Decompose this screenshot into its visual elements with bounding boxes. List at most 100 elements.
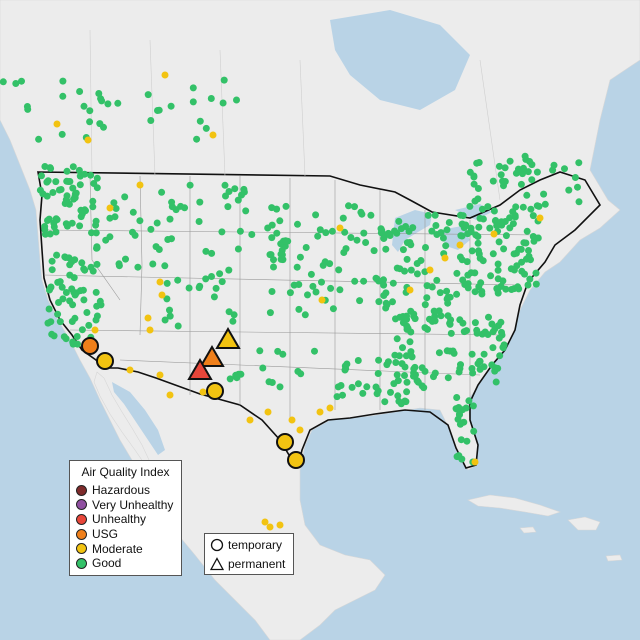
good-marker [168,198,176,206]
good-marker [502,232,510,240]
good-marker [155,106,163,114]
good-marker [474,239,482,247]
good-marker [351,203,358,211]
good-marker [484,331,492,338]
good-marker [266,251,274,259]
good-marker [149,260,157,268]
good-marker [75,166,83,174]
good-marker [497,171,505,179]
moderate-temporary-marker[interactable] [96,352,114,370]
legend-label: Unhealthy [92,512,147,527]
good-marker [110,199,118,207]
good-marker [411,315,419,323]
moderate-temporary-marker[interactable] [287,451,305,469]
good-marker [383,301,391,309]
good-marker [301,311,309,319]
moderate-permanent-marker[interactable] [215,327,241,349]
good-marker [447,329,455,337]
legend-row-moderate: Moderate [70,541,181,556]
good-marker [455,411,463,418]
jamaica [519,526,537,534]
good-marker [282,237,290,245]
good-marker [189,84,197,92]
good-marker [90,180,98,187]
good-marker [50,332,58,340]
good-marker [490,207,498,215]
good-marker [78,259,86,267]
good-marker [499,277,507,285]
good-marker [44,177,52,185]
good-marker [168,235,175,243]
good-marker [389,298,396,306]
good-marker [444,374,452,382]
legend-label: Very Unhealthy [92,497,174,512]
good-marker [381,398,389,406]
good-marker [59,92,67,100]
good-marker [294,367,302,375]
good-marker [443,226,451,234]
good-marker [265,378,273,386]
good-marker [468,350,476,358]
moderate-marker [336,224,344,232]
good-marker [394,392,402,400]
good-marker [220,76,228,84]
good-marker [122,255,129,263]
good-marker [399,246,407,254]
good-marker [153,219,161,227]
triangle-icon [210,557,224,571]
moderate-marker [288,416,296,424]
good-marker [71,291,79,299]
good-marker [76,222,84,230]
good-marker [456,316,464,324]
good-marker [193,135,201,143]
good-marker [80,102,88,110]
good-marker [519,203,527,211]
good-marker [468,247,476,255]
moderate-marker [156,371,164,379]
good-marker [469,402,477,410]
moderate-marker [136,181,144,189]
good-marker [392,359,400,366]
usg-permanent-marker[interactable] [199,345,225,367]
good-marker [393,371,401,379]
moderate-marker [199,388,207,396]
good-marker [277,255,285,263]
good-swatch-icon [76,557,87,569]
good-marker [575,198,583,206]
good-marker [470,427,478,435]
good-marker [532,280,540,288]
good-marker [475,283,483,291]
good-marker [233,374,241,382]
good-marker [470,173,478,181]
good-marker [212,284,220,292]
moderate-temporary-marker[interactable] [206,382,224,400]
good-marker [421,324,429,332]
good-marker [423,294,431,302]
good-marker [494,266,502,274]
good-marker [421,301,429,309]
good-marker [48,257,56,265]
good-marker [276,383,284,391]
good-marker [196,117,204,125]
good-marker [219,99,227,107]
good-marker [319,261,327,269]
good-marker [533,168,541,176]
moderate-marker [296,426,304,434]
unhealthy-permanent-marker[interactable] [187,358,213,380]
legend-row-temporary: temporary [205,537,293,553]
good-marker [528,161,536,169]
good-marker [316,226,324,234]
good-marker [166,306,173,314]
good-marker [136,217,144,225]
good-marker [59,77,67,85]
good-marker [509,220,517,228]
good-marker [93,243,101,251]
good-marker [506,157,514,165]
good-marker [63,192,71,200]
good-marker [233,96,240,104]
good-marker [45,305,53,313]
good-marker [225,188,233,195]
moderate-marker [264,408,272,416]
usg-temporary-marker[interactable] [81,337,99,355]
moderate-temporary-marker[interactable] [276,433,294,451]
